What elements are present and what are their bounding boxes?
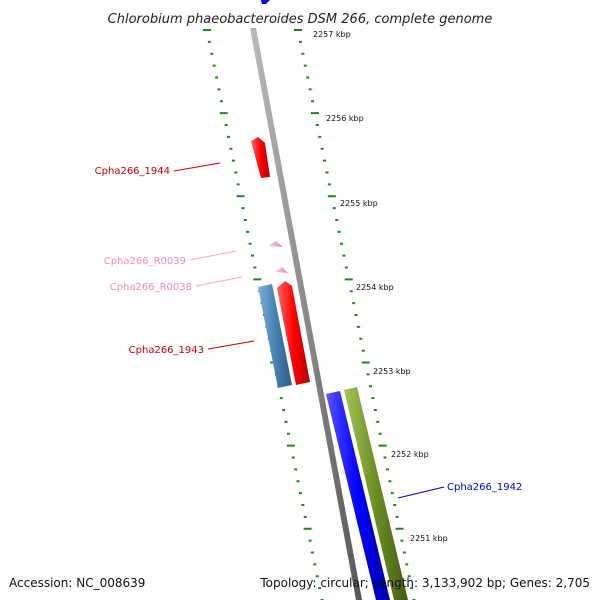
leader-line-cpha266-1942: [397, 486, 445, 499]
gene-label-cpha266-r0039[interactable]: Cpha266_R0039: [104, 256, 186, 267]
genome-summary-text: Topology: circular; Length: 3,133,902 bp…: [260, 576, 590, 590]
top-feature-fragment: [261, 0, 270, 4]
leader-line-cpha266-1943: [207, 340, 255, 350]
accession-text: Accession: NC_008639: [9, 576, 146, 590]
gene-label-cpha266-r0038[interactable]: Cpha266_R0038: [110, 282, 192, 293]
kbp-tick-labels: 2257 kbp 2256 kbp 2255 kbp 2254 kbp 2253…: [313, 30, 448, 543]
kbp-tick-label: 2254 kbp: [356, 283, 394, 292]
gene-label-cpha266-1942[interactable]: Cpha266_1942: [447, 482, 522, 493]
kbp-tick-label: 2257 kbp: [313, 30, 351, 39]
tick-marks: [203, 29, 416, 600]
genome-backbone: [250, 28, 362, 600]
leader-line-cpha266-r0038: [195, 276, 243, 287]
kbp-tick-label: 2255 kbp: [340, 199, 378, 208]
gene-cpha266-1943[interactable]: [277, 281, 310, 385]
gene-cpha266-r0039[interactable]: [268, 241, 283, 247]
feature-steelblue[interactable]: [258, 284, 292, 388]
leader-line-cpha266-r0039: [189, 250, 237, 261]
gene-cpha266-1944[interactable]: [251, 137, 270, 178]
gene-cpha266-1942[interactable]: [326, 391, 390, 600]
feature-olive[interactable]: [344, 387, 408, 600]
kbp-tick-label: 2251 kbp: [410, 534, 448, 543]
kbp-tick-label: 2253 kbp: [373, 367, 411, 376]
leader-line-cpha266-1944: [173, 162, 221, 172]
gene-label-cpha266-1944[interactable]: Cpha266_1944: [95, 166, 170, 177]
kbp-tick-label: 2256 kbp: [326, 114, 364, 123]
gene-label-cpha266-1943[interactable]: Cpha266_1943: [129, 345, 204, 356]
kbp-tick-label: 2252 kbp: [391, 450, 429, 459]
map-title: Chlorobium phaeobacteroides DSM 266, com…: [108, 12, 493, 27]
gene-cpha266-r0038[interactable]: [275, 267, 288, 273]
